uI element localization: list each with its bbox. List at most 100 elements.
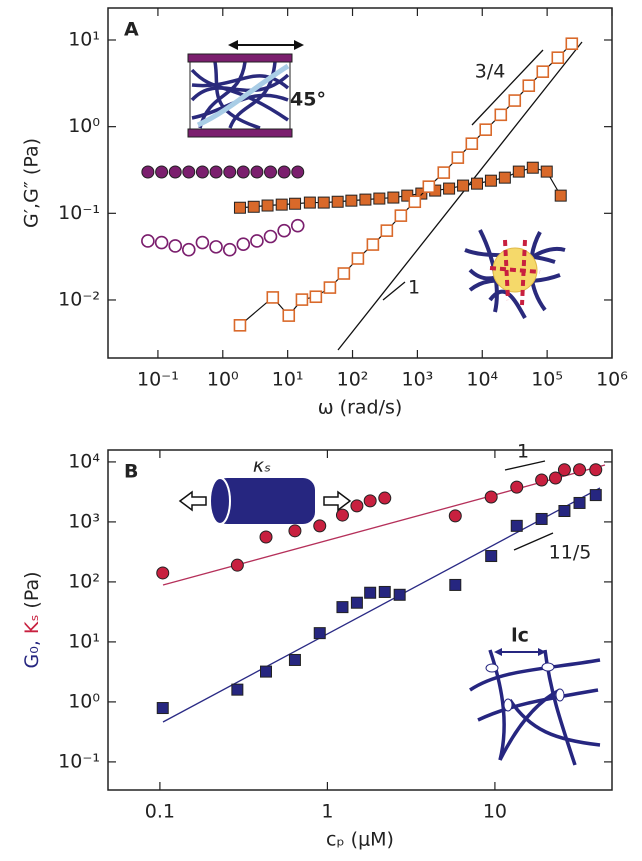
- data-point: [266, 291, 280, 304]
- data-point: [565, 37, 579, 51]
- annotation: lc: [511, 625, 529, 647]
- data-point: [465, 137, 479, 150]
- arrow: [178, 490, 207, 512]
- data-point: [168, 165, 182, 179]
- data-point: [415, 187, 428, 200]
- data-point: [508, 94, 522, 107]
- annotation: κₛ: [253, 455, 271, 477]
- crosslinker: [485, 663, 499, 673]
- data-point: [233, 319, 247, 332]
- data-point: [485, 550, 498, 563]
- cylinder: [215, 478, 315, 524]
- x-axis-label: cₚ (μM): [326, 829, 394, 851]
- data-point: [484, 490, 498, 504]
- data-point: [323, 281, 337, 294]
- annotation: 3/4: [475, 61, 506, 83]
- x-tick-label: 10⁰: [207, 369, 239, 391]
- data-point: [510, 519, 523, 532]
- data-point: [394, 209, 408, 222]
- data-point: [277, 223, 291, 238]
- data-point: [335, 508, 349, 522]
- data-point: [378, 585, 391, 598]
- data-point: [156, 566, 170, 580]
- y-axis-label-part: G₀,: [21, 640, 43, 668]
- annotation: 45°: [290, 89, 326, 111]
- panel-label: B: [124, 461, 138, 483]
- y-axis-label: G₀, Kₛ (Pa): [21, 571, 43, 668]
- panel-label: A: [124, 19, 139, 41]
- plate: [187, 53, 293, 63]
- data-point: [309, 290, 323, 304]
- data-point: [222, 242, 237, 257]
- data-point: [264, 165, 278, 179]
- data-point: [282, 309, 296, 322]
- network: [190, 61, 290, 130]
- x-tick-label: 10⁶: [596, 369, 628, 391]
- data-point: [363, 494, 377, 508]
- data-point: [247, 200, 260, 213]
- arrow: [323, 490, 352, 512]
- data-point: [378, 491, 392, 505]
- data-point: [558, 505, 571, 518]
- y-axis-label-part: Kₛ: [21, 615, 43, 635]
- data-point: [380, 224, 394, 237]
- data-point: [366, 238, 380, 251]
- data-point: [250, 234, 264, 248]
- y-tick-label: 10⁰: [68, 115, 100, 137]
- crosslinker: [503, 698, 513, 712]
- data-point: [535, 473, 549, 487]
- data-point: [209, 240, 223, 254]
- data-point: [589, 489, 602, 502]
- data-point: [479, 123, 493, 136]
- data-point: [350, 596, 363, 609]
- data-point: [393, 588, 406, 601]
- data-point: [181, 242, 196, 257]
- y-tick-label: 10⁻¹: [58, 750, 100, 772]
- y-tick-label: 10¹: [68, 630, 100, 652]
- data-point: [289, 197, 302, 210]
- data-point: [277, 165, 291, 179]
- data-point: [448, 509, 462, 523]
- y-tick-label: 10¹: [68, 28, 100, 50]
- slope-guide: [471, 49, 544, 126]
- data-point: [233, 201, 246, 214]
- data-point: [290, 218, 305, 233]
- data-point: [141, 234, 155, 248]
- data-point: [275, 198, 288, 211]
- data-point: [236, 237, 251, 252]
- data-point: [236, 165, 250, 179]
- plot-frame: [107, 7, 613, 359]
- data-point: [437, 166, 451, 179]
- data-point: [261, 199, 274, 212]
- data-point: [589, 463, 603, 477]
- network-inset: [464, 229, 566, 319]
- x-tick-label: 0.1: [145, 801, 175, 823]
- annotation: 1: [517, 441, 529, 463]
- data-point: [313, 627, 326, 640]
- data-point: [260, 665, 273, 678]
- data-point: [359, 193, 372, 206]
- data-point: [408, 195, 422, 209]
- x-tick-label: 10: [483, 801, 507, 823]
- y-tick-label: 10⁰: [68, 690, 100, 712]
- annotation: 1: [408, 277, 420, 299]
- x-tick-label: 10²: [337, 369, 369, 391]
- x-tick-label: 10⁻¹: [137, 369, 179, 391]
- data-point: [303, 196, 316, 209]
- data-point: [457, 179, 470, 192]
- crosslinker: [555, 688, 565, 702]
- slope-guide: [504, 460, 546, 471]
- data-point: [156, 702, 169, 715]
- filament: [196, 63, 290, 128]
- x-tick-label: 10⁵: [531, 369, 563, 391]
- data-point: [313, 519, 327, 533]
- data-point: [573, 463, 587, 477]
- fit-line: [337, 41, 583, 351]
- filament-inset: [178, 477, 352, 525]
- data-point: [259, 530, 273, 544]
- data-point: [230, 558, 244, 572]
- data-point: [540, 165, 553, 178]
- data-point: [350, 499, 364, 513]
- data-point: [155, 165, 169, 179]
- data-point: [195, 235, 210, 250]
